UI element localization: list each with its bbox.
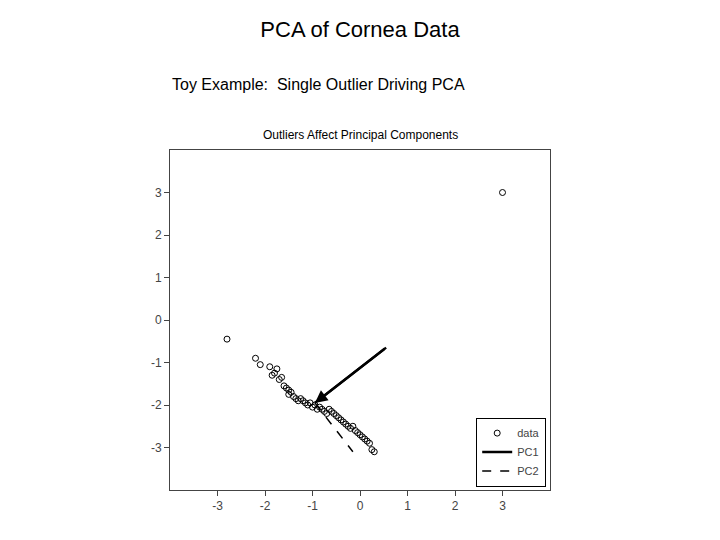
svg-text:PC1: PC1 <box>517 446 538 458</box>
svg-text:-3: -3 <box>151 441 162 455</box>
svg-text:-1: -1 <box>307 499 318 513</box>
svg-text:-3: -3 <box>212 499 223 513</box>
svg-text:-2: -2 <box>260 499 271 513</box>
svg-text:-1: -1 <box>151 356 162 370</box>
svg-text:-2: -2 <box>151 398 162 412</box>
svg-text:3: 3 <box>499 499 506 513</box>
svg-text:1: 1 <box>404 499 411 513</box>
svg-text:0: 0 <box>155 313 162 327</box>
svg-text:PC2: PC2 <box>517 465 538 477</box>
svg-text:0: 0 <box>357 499 364 513</box>
svg-text:2: 2 <box>452 499 459 513</box>
svg-text:PCA of Cornea Data: PCA of Cornea Data <box>260 17 460 42</box>
svg-text:data: data <box>517 427 539 439</box>
svg-text:Toy Example: Single Outlier D: Toy Example: Single Outlier Driving PCA <box>172 76 465 93</box>
svg-text:3: 3 <box>155 186 162 200</box>
svg-text:2: 2 <box>155 228 162 242</box>
svg-text:1: 1 <box>155 271 162 285</box>
svg-text:Outliers Affect Principal Comp: Outliers Affect Principal Components <box>263 128 458 142</box>
